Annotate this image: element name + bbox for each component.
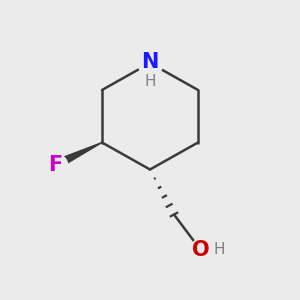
- Text: N: N: [141, 52, 159, 71]
- Text: O: O: [192, 241, 210, 260]
- Text: H: H: [144, 74, 156, 89]
- Text: F: F: [48, 155, 63, 175]
- Point: [148, 61, 152, 65]
- Polygon shape: [53, 142, 102, 169]
- Text: H: H: [214, 242, 225, 256]
- Point: [53, 163, 58, 167]
- Point: [53, 163, 58, 167]
- Point: [199, 248, 203, 253]
